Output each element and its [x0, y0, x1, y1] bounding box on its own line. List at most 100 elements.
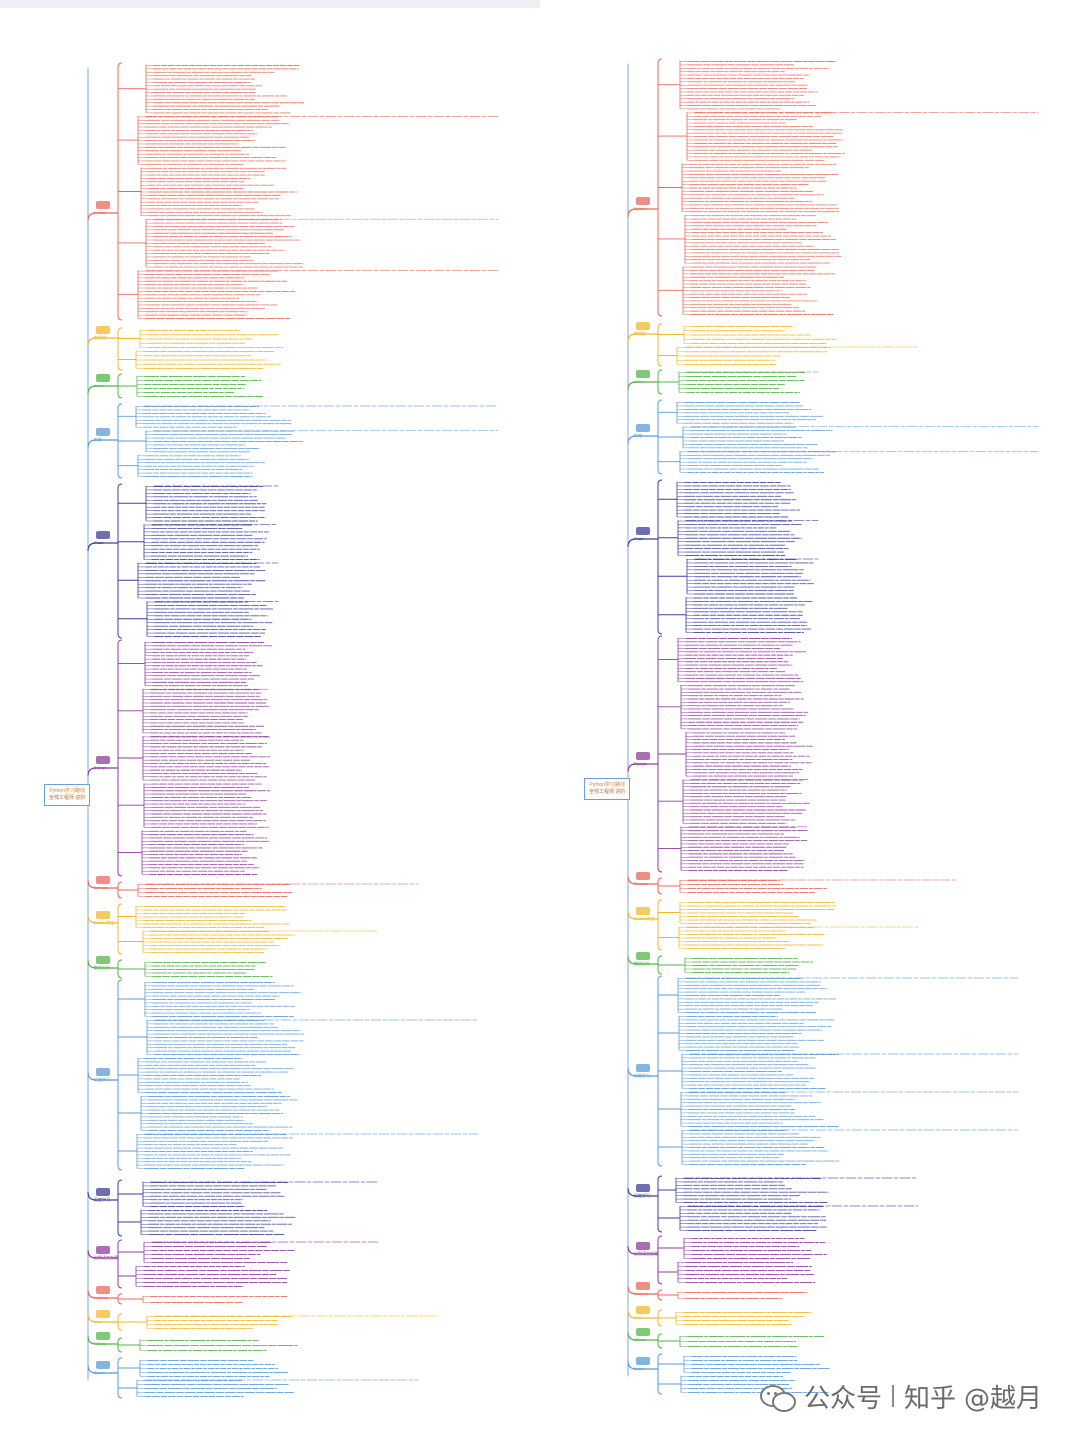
branch-bracket-top-hadoop — [117, 1293, 123, 1299]
branch-bracket-bottom-hadoop — [117, 1299, 123, 1305]
branch-label-flask[interactable]: Flask — [634, 536, 644, 541]
linux-icon — [636, 370, 650, 378]
branch-bracket-bottom-dl — [657, 1227, 663, 1233]
branch-bracket-top-spider — [117, 903, 123, 909]
tornado-icon — [96, 876, 110, 884]
root-node-right[interactable]: Python学习路线 全栈工程师 进阶 — [584, 778, 631, 800]
branch-bracket-bottom-python — [657, 311, 663, 317]
nlp-icon — [636, 1242, 650, 1250]
branch-label-django[interactable]: Django — [94, 765, 107, 770]
root-node-left[interactable]: Python学习路线 全栈工程师 进阶 — [44, 784, 91, 806]
branch-bracket-top-linux — [657, 369, 663, 375]
mindmap-panel-right: Python学习路线 全栈工程师 进阶 Python 数据库 Linux 前端 Flas… — [540, 8, 1080, 1440]
chart-icon — [96, 956, 110, 964]
branch-bracket-top-analysis — [657, 955, 663, 961]
branch-label-ml[interactable]: 机器学习 — [94, 1077, 110, 1082]
branch-bracket-bottom-db — [117, 365, 123, 371]
branch-bracket-top-dl — [117, 1179, 123, 1185]
branch-bracket-bottom-frontend — [657, 469, 663, 475]
hive-icon — [96, 1310, 110, 1318]
branch-bracket-bottom-db — [657, 361, 663, 367]
branch-bracket-top-tornado — [117, 881, 123, 887]
branch-bracket-top-frontend — [117, 403, 123, 409]
branch-bracket-bottom-hbase — [657, 1343, 663, 1349]
branch-bracket-top-analysis — [117, 959, 123, 965]
watermark-separator — [892, 1385, 895, 1407]
branch-label-spider[interactable]: Python爬虫 — [94, 920, 115, 925]
mindmap-panel-left: Python学习路线 全栈工程师 进阶 Python 数据库 Linux 前端 Flas… — [0, 8, 540, 1440]
branch-label-ml[interactable]: 机器学习 — [634, 1073, 650, 1078]
branch-label-analysis[interactable]: 数据分析 — [94, 965, 110, 970]
branch-label-python[interactable]: Python — [634, 206, 647, 211]
branch-label-python[interactable]: Python — [94, 210, 107, 215]
branch-bracket-bottom-hbase — [117, 1347, 123, 1353]
branch-bracket-bottom-spider — [657, 945, 663, 951]
chart-icon — [636, 952, 650, 960]
branch-bracket-top-ml — [657, 975, 663, 981]
root-subtitle: 全栈工程师 进阶 — [589, 789, 626, 795]
branch-label-db[interactable]: 数据库 — [634, 331, 646, 336]
branch-bracket-bottom-python — [117, 315, 123, 321]
branch-label-dl[interactable]: 深度学习 — [634, 1193, 650, 1198]
branch-label-spider[interactable]: Python爬虫 — [634, 916, 655, 921]
branch-label-tornado[interactable]: Tornado — [634, 881, 649, 886]
branch-bracket-bottom-analysis — [117, 973, 123, 979]
ml-icon — [636, 1064, 650, 1072]
branch-bracket-top-flask — [657, 479, 663, 485]
branch-bracket-top-ml — [117, 979, 123, 985]
branch-bracket-top-hadoop — [657, 1289, 663, 1295]
hbase-icon — [96, 1332, 110, 1340]
branch-label-tornado[interactable]: Tornado — [94, 885, 109, 890]
branch-label-hive[interactable]: Hive — [94, 1319, 103, 1324]
branch-label-linux[interactable]: Linux — [634, 379, 644, 384]
branch-label-spark[interactable]: Spark — [94, 1370, 105, 1375]
branch-bracket-bottom-ml — [117, 1165, 123, 1171]
branch-bracket-top-hive — [657, 1309, 663, 1315]
branch-label-spark[interactable]: Spark — [634, 1366, 645, 1371]
database-icon — [636, 322, 650, 330]
branch-bracket-top-python — [117, 62, 123, 68]
branch-label-nlp[interactable]: 自然语言处理 — [634, 1251, 658, 1256]
python-logo-icon — [96, 201, 110, 209]
branch-label-nlp[interactable]: 自然语言处理 — [94, 1255, 118, 1260]
nlp-icon — [96, 1246, 110, 1254]
hadoop-icon — [96, 1286, 110, 1294]
mindmap-left-svg — [87, 62, 499, 1399]
branch-label-linux[interactable]: Linux — [94, 383, 104, 388]
branch-label-hbase[interactable]: HBase — [94, 1341, 107, 1346]
branch-label-hadoop[interactable]: Hadoop — [634, 1291, 649, 1296]
branch-bracket-bottom-django — [657, 867, 663, 873]
branch-bracket-bottom-spark — [117, 1393, 123, 1399]
branch-label-db[interactable]: 数据库 — [94, 335, 106, 340]
branch-bracket-bottom-linux — [117, 393, 123, 399]
flask-icon — [96, 531, 110, 539]
top-strip — [0, 0, 540, 8]
branch-label-frontend[interactable]: 前端 — [94, 437, 102, 442]
branch-label-dl[interactable]: 深度学习 — [94, 1197, 110, 1202]
branch-bracket-bottom-spark — [657, 1389, 663, 1395]
branch-bracket-bottom-analysis — [657, 969, 663, 975]
watermark-platform: 公众号 — [804, 1383, 883, 1414]
branch-label-hadoop[interactable]: Hadoop — [94, 1295, 109, 1300]
branch-bracket-top-python — [657, 58, 663, 64]
branch-bracket-bottom-nlp — [657, 1279, 663, 1285]
root-title: Python学习路线 — [589, 782, 625, 788]
mindmap-right-svg — [627, 58, 1039, 1395]
branch-bracket-top-spark — [117, 1357, 123, 1363]
branch-bracket-bottom-django — [117, 871, 123, 877]
branch-bracket-top-nlp — [657, 1235, 663, 1241]
branch-label-flask[interactable]: Flask — [94, 540, 104, 545]
branch-bracket-bottom-spider — [117, 949, 123, 955]
branch-label-analysis[interactable]: 数据分析 — [634, 961, 650, 966]
branch-bracket-bottom-flask — [657, 629, 663, 635]
branch-label-hive[interactable]: Hive — [634, 1315, 643, 1320]
hbase-icon — [636, 1328, 650, 1336]
branch-bracket-bottom-ml — [657, 1161, 663, 1167]
root-title: Python学习路线 — [49, 788, 85, 794]
branch-label-hbase[interactable]: HBase — [634, 1337, 647, 1342]
spark-icon — [636, 1357, 650, 1365]
branch-bracket-bottom-hive — [657, 1321, 663, 1327]
branch-label-django[interactable]: Django — [634, 761, 647, 766]
branch-label-frontend[interactable]: 前端 — [634, 433, 642, 438]
branch-bracket-top-hbase — [657, 1333, 663, 1339]
